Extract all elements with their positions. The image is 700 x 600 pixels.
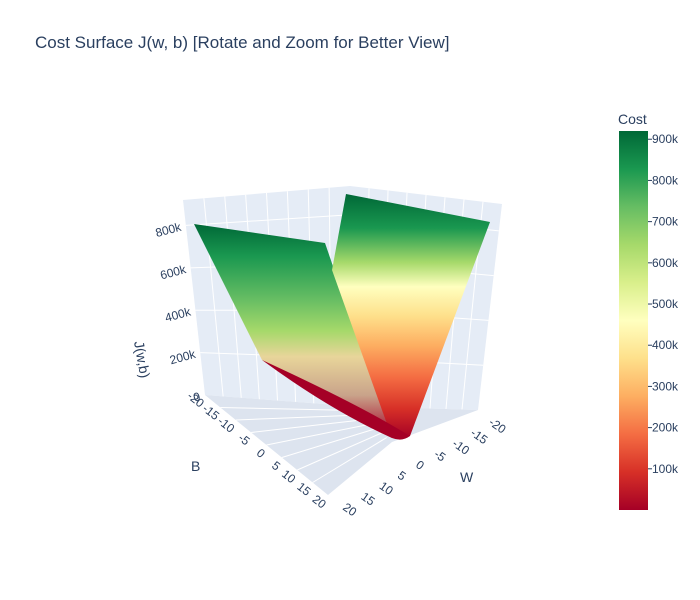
w-tick-label: -15	[468, 426, 491, 448]
w-tick-label: -20	[486, 415, 509, 437]
w-tick-label: 15	[359, 489, 378, 508]
w-tick-label: 5	[395, 468, 409, 483]
z-axis-title: J(w,b)	[131, 340, 153, 380]
w-tick-label: -5	[432, 447, 449, 465]
grid-line	[220, 407, 356, 411]
w-tick-label: 10	[377, 479, 396, 498]
z-tick-label: 800k	[154, 220, 184, 241]
w-tick-label: 0	[413, 457, 427, 472]
grid-line	[297, 432, 382, 471]
chart-title: Cost Surface J(w, b) [Rotate and Zoom fo…	[35, 33, 450, 52]
colorbar-tick-label: 700k	[652, 215, 679, 229]
z-tick-label: 400k	[163, 304, 193, 325]
colorbar-tick-label: 600k	[652, 256, 679, 270]
w-tick-label: -10	[450, 436, 473, 458]
colorbar-tick-label: 800k	[652, 173, 679, 187]
b-axis-title: B	[191, 458, 200, 474]
z-axis-ticks: 0 200k 400k 600k 800k	[154, 220, 202, 405]
b-tick-label: -5	[235, 431, 252, 449]
colorbar-tick-label: 300k	[652, 379, 679, 393]
w-axis-title: W	[460, 469, 474, 485]
grid-line	[281, 428, 377, 458]
cost-surface[interactable]	[194, 194, 490, 440]
b-tick-label: 10	[279, 467, 298, 486]
b-tick-label: 20	[310, 492, 329, 511]
surface-right-sheet	[332, 194, 490, 438]
colorbar-ticks: 100k 200k 300k 400k 500k 600k 700k 800k 900k	[648, 132, 679, 476]
colorbar-tick-label: 900k	[652, 132, 679, 146]
surface-valley-floor	[262, 360, 410, 440]
b-tick-label: 0	[254, 446, 268, 461]
grid-line	[266, 423, 372, 446]
colorbar-title: Cost	[618, 111, 647, 127]
colorbar-tick-label: 100k	[652, 462, 679, 476]
z-tick-label: 0	[192, 389, 202, 404]
w-tick-label: 20	[340, 500, 359, 519]
colorbar-tick-label: 200k	[652, 421, 679, 435]
colorbar-tick-label: 400k	[652, 338, 679, 352]
grid-line	[235, 414, 361, 421]
b-tick-label: 5	[269, 458, 283, 473]
colorbar: Cost 100k 200k 300k 400k 500k 600k 700k 800k 900…	[618, 111, 679, 510]
z-tick-label: 200k	[168, 347, 198, 368]
z-tick-label: 600k	[159, 262, 189, 283]
colorbar-tick-label: 500k	[652, 297, 679, 311]
surface-left-sheet	[194, 224, 392, 438]
b-tick-label: 15	[294, 479, 313, 498]
grid-line	[185, 214, 351, 226]
colorbar-gradient-bar	[619, 131, 648, 510]
grid-line	[312, 437, 388, 483]
grid-line	[251, 419, 366, 433]
